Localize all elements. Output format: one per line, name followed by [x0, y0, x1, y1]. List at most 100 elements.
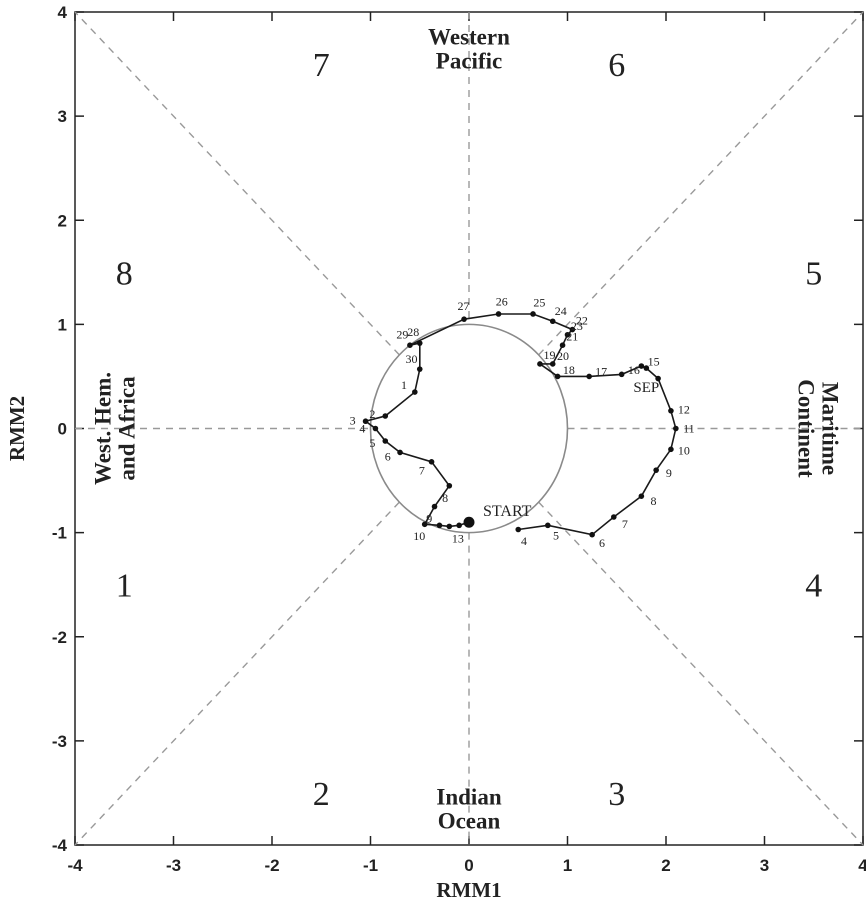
day-point: [362, 418, 369, 425]
day-point: [372, 425, 379, 432]
day-label: 7: [622, 517, 628, 531]
day-label: 30: [405, 352, 417, 366]
y-tick-label: 3: [58, 107, 67, 126]
day-label: 10: [678, 444, 690, 458]
region-label: West. Hem. and Africa: [90, 372, 139, 485]
day-point: [446, 523, 453, 530]
y-tick-label: 1: [58, 315, 67, 334]
day-point: [461, 316, 467, 322]
day-point: [446, 482, 453, 489]
day-label: 13: [452, 531, 464, 545]
day-point: [643, 365, 650, 371]
day-label: 11: [683, 422, 695, 436]
region-label-line: Maritime: [818, 382, 843, 475]
phase-number: 4: [805, 568, 822, 605]
day-point: [382, 413, 389, 419]
day-label: 6: [599, 536, 605, 550]
day-point: [638, 363, 645, 369]
start-label: START: [483, 503, 532, 520]
day-point: [416, 340, 423, 346]
y-tick-label: 4: [58, 3, 68, 22]
day-label: 25: [533, 296, 545, 310]
day-label: 15: [648, 355, 660, 369]
y-tick-label: -1: [52, 524, 67, 543]
x-tick-label: -1: [363, 856, 378, 875]
day-label: 7: [419, 463, 425, 477]
x-tick-label: 2: [661, 856, 670, 875]
day-point: [655, 375, 661, 382]
day-label: 9: [666, 466, 672, 480]
day-point: [554, 373, 561, 380]
day-label: 12: [678, 403, 690, 417]
day-point: [638, 493, 645, 499]
region-label-line: and Africa: [114, 376, 139, 481]
day-label: 5: [369, 436, 375, 450]
x-tick-label: -2: [264, 856, 279, 875]
day-point: [569, 326, 576, 333]
day-point: [382, 438, 389, 444]
day-point: [618, 371, 625, 378]
day-point: [412, 389, 418, 395]
day-point: [549, 361, 556, 367]
y-tick-label: -2: [52, 628, 67, 647]
day-point: [431, 503, 438, 510]
region-label-line: West. Hem.: [90, 372, 115, 485]
day-point: [653, 467, 659, 473]
day-point: [586, 373, 592, 380]
day-point: [421, 521, 428, 528]
phase-divider-diagonal: [74, 501, 400, 846]
region-label-line: Indian: [436, 785, 501, 810]
day-label: 28: [407, 325, 419, 339]
day-label: 24: [555, 304, 567, 318]
y-tick-label: -4: [52, 836, 68, 855]
day-label: 29: [396, 328, 408, 342]
y-tick-label: -3: [52, 732, 67, 751]
day-label: 8: [650, 494, 656, 508]
day-label: 9: [426, 511, 432, 525]
y-tick-label: 0: [58, 420, 67, 439]
x-tick-label: 4: [858, 856, 866, 875]
day-label: 22: [576, 314, 588, 328]
phase-number: 1: [116, 568, 133, 605]
day-point: [549, 318, 556, 325]
day-label: 4: [521, 534, 527, 548]
day-point: [668, 407, 674, 414]
day-label: 19: [544, 348, 556, 362]
phase-number: 2: [313, 776, 330, 813]
day-label: 26: [496, 294, 508, 308]
day-label: 18: [563, 363, 575, 377]
region-label-line: Ocean: [438, 809, 501, 834]
day-label: 27: [457, 299, 469, 313]
x-tick-label: -4: [67, 856, 83, 875]
y-axis-label: RMM2: [5, 396, 29, 461]
day-label: 1: [401, 378, 407, 392]
x-tick-label: 3: [760, 856, 769, 875]
day-label: 3: [350, 413, 356, 427]
day-label: 8: [442, 491, 448, 505]
day-point: [530, 311, 536, 317]
day-label: 20: [557, 349, 569, 363]
day-point: [515, 526, 522, 533]
day-point: [416, 366, 423, 372]
x-axis-label: RMM1: [436, 878, 501, 902]
phase-number: 8: [116, 255, 133, 292]
day-point: [610, 514, 617, 520]
phase-divider-diagonal: [538, 11, 864, 356]
day-point: [537, 361, 543, 367]
x-tick-label: 0: [464, 856, 473, 875]
day-label: 6: [385, 450, 391, 464]
region-label-line: Pacific: [436, 48, 502, 73]
day-point: [589, 531, 595, 538]
day-point: [407, 342, 413, 349]
day-point: [564, 331, 571, 338]
x-tick-label: 1: [563, 856, 572, 875]
day-label: 21: [566, 330, 578, 344]
day-label: 5: [553, 528, 559, 542]
day-label: 10: [413, 529, 425, 543]
phase-number: 5: [805, 255, 822, 292]
day-point: [397, 449, 403, 456]
